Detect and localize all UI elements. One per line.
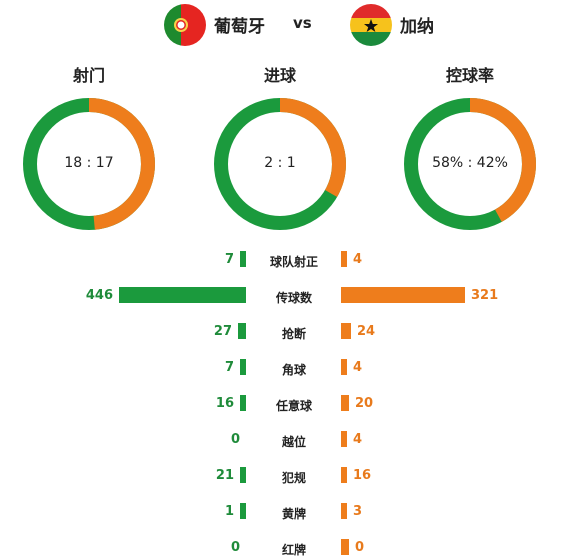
away-stat-value: 4 bbox=[353, 252, 363, 267]
away-stat-bar bbox=[341, 503, 347, 519]
match-header: 葡萄牙 vs 加纳 bbox=[0, 0, 564, 52]
ring-title: 进球 bbox=[263, 66, 296, 85]
home-team-name: 葡萄牙 bbox=[214, 17, 265, 37]
away-share-arc bbox=[23, 98, 155, 230]
home-stat-value: 21 bbox=[215, 468, 234, 483]
stat-row: 7 角球 4 bbox=[0, 358, 564, 378]
home-stat-bar bbox=[240, 251, 246, 267]
away-stat-bar bbox=[341, 431, 347, 447]
vs-label: vs bbox=[293, 14, 312, 32]
stat-category-label: 角球 bbox=[281, 363, 306, 377]
away-stat-bar bbox=[341, 251, 347, 267]
stat-category-label: 犯规 bbox=[281, 471, 306, 485]
stat-category-label: 任意球 bbox=[275, 399, 312, 413]
stat-category-label: 抢断 bbox=[281, 327, 306, 341]
ghana-flag-icon bbox=[350, 4, 392, 46]
home-stat-bar bbox=[238, 323, 246, 339]
home-stat-bar bbox=[240, 359, 246, 375]
ring-score-label: 2 : 1 bbox=[264, 155, 296, 171]
donut-chart bbox=[23, 98, 155, 230]
stat-category-label: 传球数 bbox=[275, 291, 312, 305]
away-share-arc bbox=[404, 98, 536, 230]
away-share-arc bbox=[214, 98, 346, 230]
ring-title: 控球率 bbox=[445, 66, 494, 85]
home-stat-value: 1 bbox=[224, 504, 234, 519]
home-stat-bar bbox=[119, 287, 246, 303]
stat-row: 1 黄牌 3 bbox=[0, 502, 564, 522]
stat-row: 27 抢断 24 bbox=[0, 322, 564, 342]
away-stat-bar bbox=[341, 287, 465, 303]
home-stat-value: 7 bbox=[224, 360, 234, 375]
away-stat-value: 4 bbox=[353, 432, 363, 447]
home-stat-value: 0 bbox=[230, 432, 240, 447]
ring-title: 射门 bbox=[72, 66, 105, 85]
home-stat-bar bbox=[240, 395, 246, 411]
stat-row: 0 红牌 0 bbox=[0, 538, 564, 558]
away-stat-value: 16 bbox=[353, 468, 372, 483]
stat-category-label: 球队射正 bbox=[269, 255, 318, 269]
stat-row: 16 任意球 20 bbox=[0, 394, 564, 414]
away-stat-value: 24 bbox=[357, 324, 376, 339]
stat-category-label: 红牌 bbox=[281, 543, 306, 557]
away-stat-value: 4 bbox=[353, 360, 363, 375]
home-stat-bar bbox=[240, 503, 246, 519]
stat-category-label: 越位 bbox=[281, 435, 306, 449]
home-stat-value: 7 bbox=[224, 252, 234, 267]
away-stat-bar bbox=[341, 323, 351, 339]
home-stat-value: 16 bbox=[215, 396, 234, 411]
ring-score-label: 58% : 42% bbox=[432, 155, 508, 171]
away-stat-value: 20 bbox=[355, 396, 374, 411]
home-stat-value: 27 bbox=[213, 324, 232, 339]
away-stat-bar bbox=[341, 539, 349, 555]
away-stat-value: 0 bbox=[355, 540, 365, 555]
stat-row: 0 越位 4 bbox=[0, 430, 564, 450]
stat-row: 21 犯规 16 bbox=[0, 466, 564, 486]
stat-row: 446 传球数 321 bbox=[0, 286, 564, 306]
donut-chart bbox=[214, 98, 346, 230]
portugal-flag-icon bbox=[164, 4, 206, 46]
away-stat-bar bbox=[341, 467, 347, 483]
away-team-name: 加纳 bbox=[400, 17, 434, 37]
stat-row: 7 球队射正 4 bbox=[0, 250, 564, 270]
away-stat-value: 3 bbox=[353, 504, 363, 519]
stat-category-label: 黄牌 bbox=[281, 507, 306, 521]
away-stat-value: 321 bbox=[471, 288, 499, 303]
home-stat-bar bbox=[240, 467, 246, 483]
away-stat-bar bbox=[341, 359, 347, 375]
home-stat-value: 446 bbox=[85, 288, 113, 303]
ring-score-label: 18 : 17 bbox=[64, 155, 114, 171]
donut-chart bbox=[404, 98, 536, 230]
away-stat-bar bbox=[341, 395, 349, 411]
home-stat-value: 0 bbox=[230, 540, 240, 555]
